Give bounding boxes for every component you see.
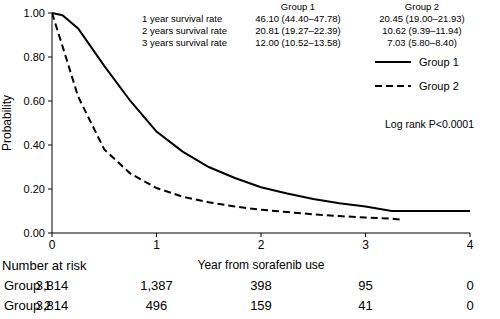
plot-area: [52, 13, 470, 220]
table-cell: 12.00 (10.52–13.58): [255, 37, 341, 48]
y-tick: [48, 233, 52, 234]
risk-cell: 0: [466, 298, 473, 313]
table-row-label: 1 year survival rate: [142, 13, 222, 24]
risk-cell: 41: [358, 298, 372, 313]
y-axis: [52, 13, 53, 233]
table-cell: 10.62 (9.39–11.94): [382, 25, 462, 36]
x-tick: [52, 233, 53, 237]
x-tick: [261, 233, 262, 237]
table-cell: 46.10 (44.40–47.78): [255, 13, 341, 24]
x-tick-label: 3: [362, 238, 369, 252]
risk-cell: 3,814: [36, 298, 69, 313]
risk-title: Number at risk: [2, 258, 87, 273]
x-axis-label: Year from sorafenib use: [198, 258, 325, 272]
y-tick-label: 0.00: [24, 227, 45, 239]
y-tick-label: 0.40: [24, 139, 45, 151]
survival-curve: [52, 13, 470, 211]
x-tick-label: 4: [467, 238, 474, 252]
table-cell: 20.45 (19.00–21.93): [379, 13, 465, 24]
x-tick: [156, 233, 157, 237]
table-header: Group 2: [405, 1, 439, 12]
risk-cell: 496: [146, 298, 168, 313]
legend-swatch: [375, 85, 411, 87]
y-tick: [48, 57, 52, 58]
table-cell: 7.03 (5.80–8.40): [387, 37, 457, 48]
table-row-label: 3 years survival rate: [142, 37, 227, 48]
x-tick-label: 2: [258, 238, 265, 252]
risk-cell: 3,814: [36, 278, 69, 293]
y-tick-label: 1.00: [24, 7, 45, 19]
chart: 0.00 0.20 0.40 0.60 0.80 1.00 0 1 2 3 4 Probability…: [0, 0, 500, 319]
legend-label: Group 2: [419, 80, 459, 92]
table-row-label: 2 years survival rate: [142, 25, 227, 36]
legend-label: Group 1: [419, 56, 459, 68]
risk-cell: 95: [358, 278, 372, 293]
x-tick: [470, 233, 471, 237]
annotation: Log rank P<0.0001: [385, 118, 474, 130]
y-tick: [48, 189, 52, 190]
table-header: Group 1: [281, 1, 315, 12]
y-axis-label: Probability: [0, 95, 14, 151]
x-tick-label: 0: [49, 238, 56, 252]
risk-cell: 398: [250, 278, 272, 293]
y-tick-label: 0.80: [24, 51, 45, 63]
legend-swatch: [375, 61, 411, 63]
risk-cell: 159: [250, 298, 272, 313]
risk-cell: 0: [466, 278, 473, 293]
table-cell: 20.81 (19.27–22.39): [255, 25, 341, 36]
survival-curve: [52, 13, 402, 220]
y-tick: [48, 101, 52, 102]
y-tick: [48, 13, 52, 14]
risk-cell: 1,387: [140, 278, 173, 293]
x-tick-label: 1: [153, 238, 160, 252]
x-tick: [365, 233, 366, 237]
y-tick-label: 0.20: [24, 183, 45, 195]
y-tick: [48, 145, 52, 146]
y-tick-label: 0.60: [24, 95, 45, 107]
